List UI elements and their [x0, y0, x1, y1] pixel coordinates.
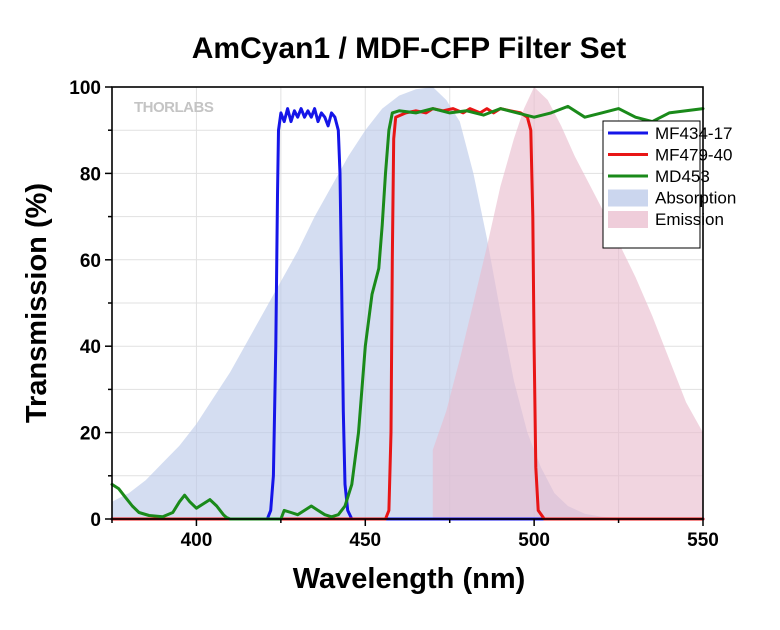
y-axis-label: Transmission (%) [21, 183, 53, 423]
x-axis-label: Wavelength (nm) [293, 563, 526, 595]
axis-ticks [105, 86, 704, 526]
legend-label-mf479-40: MF479-40 [655, 146, 732, 165]
thorlabs-watermark: THORLABS [134, 99, 214, 116]
x-tick-label: 400 [181, 530, 213, 551]
legend-label-absorption: Absorption [655, 189, 736, 208]
emission-area [432, 87, 703, 519]
y-tick-label: 0 [90, 510, 101, 531]
legend-label-mf434-17: MF434-17 [655, 124, 732, 143]
y-tick-labels: 0 20 40 60 80 100 [69, 78, 101, 531]
y-tick-label: 80 [80, 164, 101, 185]
y-tick-label: 20 [80, 424, 101, 445]
y-tick-label: 40 [80, 337, 101, 358]
md453-line [110, 104, 705, 521]
area-series [112, 87, 703, 519]
y-tick-label: 100 [69, 78, 101, 99]
legend-swatch-emission [608, 211, 648, 228]
mf479-40-line [110, 107, 705, 521]
y-tick-label: 60 [80, 251, 101, 272]
legend-swatch-absorption [608, 189, 648, 207]
mf434-17-line [110, 107, 705, 521]
legend-label-md453: MD453 [655, 167, 710, 186]
line-series [110, 104, 705, 521]
chart-title: AmCyan1 / MDF-CFP Filter Set [192, 32, 627, 65]
x-tick-labels: 400 450 500 550 [181, 530, 719, 551]
absorption-area [112, 87, 703, 519]
legend-label-emission: Emission [655, 210, 724, 229]
legend: MF434-17 MF479-40 MD453 Absorption Emission [602, 120, 736, 249]
x-tick-label: 550 [687, 530, 719, 551]
x-tick-label: 500 [518, 530, 550, 551]
x-tick-label: 450 [349, 530, 381, 551]
